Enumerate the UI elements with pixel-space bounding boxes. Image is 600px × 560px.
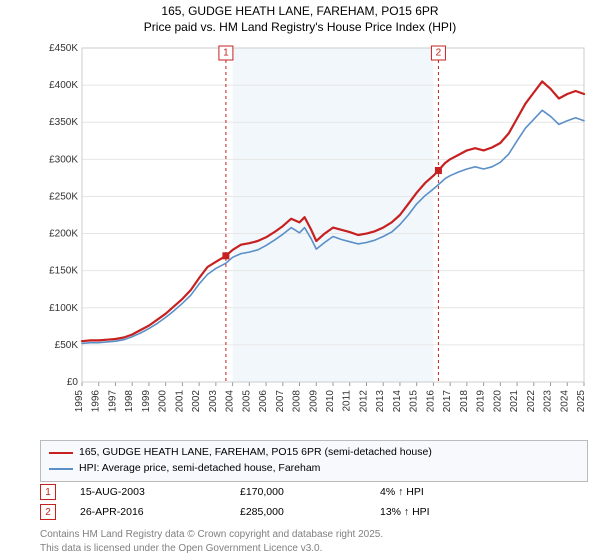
svg-text:2020: 2020: [492, 390, 503, 413]
svg-text:2015: 2015: [409, 390, 420, 413]
svg-text:2004: 2004: [225, 390, 236, 413]
svg-text:2009: 2009: [308, 390, 319, 413]
svg-text:£400K: £400K: [49, 80, 78, 91]
svg-text:2002: 2002: [191, 390, 202, 413]
table-row: 1 15-AUG-2003 £170,000 4% ↑ HPI: [40, 482, 588, 502]
svg-text:2024: 2024: [559, 390, 570, 413]
svg-text:2013: 2013: [375, 390, 386, 413]
sale-price: £285,000: [240, 506, 380, 518]
svg-text:2022: 2022: [526, 390, 537, 413]
title-line1: 165, GUDGE HEATH LANE, FAREHAM, PO15 6PR: [0, 4, 600, 20]
svg-text:1998: 1998: [124, 390, 135, 413]
svg-text:£100K: £100K: [49, 303, 78, 314]
sale-pct: 4% ↑ HPI: [380, 486, 424, 498]
svg-text:2007: 2007: [275, 390, 286, 413]
sale-date: 26-APR-2016: [80, 506, 240, 518]
legend-swatch-red: [49, 452, 73, 454]
legend-item-property: 165, GUDGE HEATH LANE, FAREHAM, PO15 6PR…: [49, 445, 579, 461]
svg-text:2011: 2011: [342, 390, 353, 412]
svg-text:2001: 2001: [174, 390, 185, 413]
svg-text:2006: 2006: [258, 390, 269, 413]
svg-text:£50K: £50K: [55, 340, 79, 351]
legend-swatch-blue: [49, 468, 73, 470]
sale-marker-2: 2: [40, 504, 56, 520]
chart-title: 165, GUDGE HEATH LANE, FAREHAM, PO15 6PR…: [0, 0, 600, 35]
svg-text:2017: 2017: [442, 390, 453, 413]
svg-text:2000: 2000: [158, 390, 169, 413]
sale-marker-1: 1: [40, 484, 56, 500]
copyright-line1: Contains HM Land Registry data © Crown c…: [40, 528, 383, 542]
svg-text:1996: 1996: [91, 390, 102, 413]
sale-price: £170,000: [240, 486, 380, 498]
svg-text:2019: 2019: [476, 390, 487, 413]
svg-text:£0: £0: [67, 377, 79, 388]
legend-label: HPI: Average price, semi-detached house,…: [79, 461, 320, 477]
price-chart: £0 £50K £100K £150K £200K £250K £300K £350K £400…: [40, 44, 588, 418]
legend-label: 165, GUDGE HEATH LANE, FAREHAM, PO15 6PR…: [79, 445, 432, 461]
svg-text:1: 1: [223, 48, 229, 59]
svg-text:2010: 2010: [325, 390, 336, 413]
svg-text:1997: 1997: [107, 390, 118, 413]
svg-text:£450K: £450K: [49, 44, 78, 54]
table-row: 2 26-APR-2016 £285,000 13% ↑ HPI: [40, 502, 588, 522]
legend: 165, GUDGE HEATH LANE, FAREHAM, PO15 6PR…: [40, 440, 588, 482]
svg-text:2012: 2012: [358, 390, 369, 413]
copyright: Contains HM Land Registry data © Crown c…: [40, 528, 383, 555]
svg-text:2005: 2005: [241, 390, 252, 413]
svg-text:£150K: £150K: [49, 266, 78, 277]
title-line2: Price paid vs. HM Land Registry's House …: [0, 20, 600, 36]
svg-text:£250K: £250K: [49, 191, 78, 202]
svg-text:2016: 2016: [425, 390, 436, 413]
svg-text:2008: 2008: [292, 390, 303, 413]
svg-text:2021: 2021: [509, 390, 520, 413]
copyright-line2: This data is licensed under the Open Gov…: [40, 542, 383, 556]
sale-pct: 13% ↑ HPI: [380, 506, 430, 518]
svg-text:1999: 1999: [141, 390, 152, 413]
svg-text:2023: 2023: [543, 390, 554, 413]
svg-text:£300K: £300K: [49, 154, 78, 165]
sale-date: 15-AUG-2003: [80, 486, 240, 498]
svg-text:£350K: £350K: [49, 117, 78, 128]
svg-text:2014: 2014: [392, 390, 403, 413]
sales-table: 1 15-AUG-2003 £170,000 4% ↑ HPI 2 26-APR…: [40, 482, 588, 522]
svg-text:1995: 1995: [74, 390, 85, 413]
legend-item-hpi: HPI: Average price, semi-detached house,…: [49, 461, 579, 477]
svg-text:2: 2: [436, 48, 442, 59]
svg-text:£200K: £200K: [49, 229, 78, 240]
svg-text:2025: 2025: [576, 390, 587, 413]
svg-text:2003: 2003: [208, 390, 219, 413]
svg-text:2018: 2018: [459, 390, 470, 413]
